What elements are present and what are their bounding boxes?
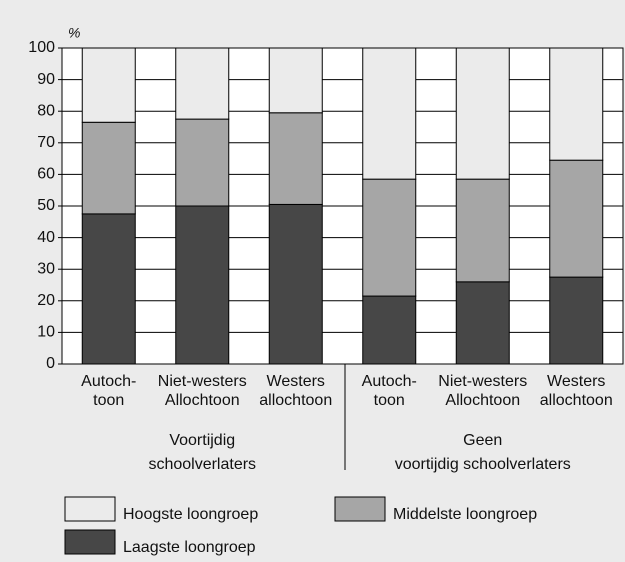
group-label: voortijdig schoolverlaters: [395, 456, 571, 473]
y-unit: %: [68, 25, 80, 41]
x-tick-label: toon: [374, 392, 405, 409]
bar-segment: [455, 47, 510, 180]
bar-segment: [549, 276, 604, 365]
x-tick-label: Westers: [547, 373, 605, 390]
legend-swatch: [334, 496, 386, 522]
group-label: Voortijdig: [169, 432, 235, 449]
legend-label: Middelste loongroep: [393, 506, 537, 523]
bar-segment: [268, 47, 323, 114]
bar-segment: [81, 213, 136, 365]
legend-swatch: [64, 496, 116, 522]
bar-segment: [362, 295, 417, 365]
y-tick-label: 0: [46, 355, 55, 372]
x-tick-label: Niet-westers: [438, 373, 527, 390]
y-tick-label: 100: [28, 39, 55, 56]
y-tick-label: 70: [37, 134, 55, 151]
x-tick-label: Autoch-: [81, 373, 136, 390]
y-tick-label: 90: [37, 71, 55, 88]
bar-segment: [175, 47, 230, 120]
x-tick-label: Allochtoon: [165, 392, 240, 409]
bar-segment: [175, 205, 230, 365]
bar-segment: [81, 47, 136, 123]
legend-label: Hoogste loongroep: [123, 506, 258, 523]
x-tick-label: Autoch-: [362, 373, 417, 390]
y-tick-label: 30: [37, 260, 55, 277]
legend-swatch: [64, 529, 116, 555]
x-tick-label: allochtoon: [540, 392, 613, 409]
y-tick-label: 60: [37, 166, 55, 183]
bar-segment: [362, 178, 417, 297]
bar-segment: [268, 112, 323, 205]
bar-segment: [268, 203, 323, 365]
y-tick-label: 20: [37, 292, 55, 309]
x-tick-label: allochtoon: [259, 392, 332, 409]
x-tick-label: toon: [93, 392, 124, 409]
y-tick-label: 50: [37, 197, 55, 214]
x-tick-label: Niet-westers: [158, 373, 247, 390]
bar-segment: [455, 178, 510, 283]
x-tick-label: Westers: [267, 373, 325, 390]
y-tick-label: 80: [37, 102, 55, 119]
legend-label: Laagste loongroep: [123, 539, 256, 556]
x-tick-label: Allochtoon: [445, 392, 520, 409]
y-tick-label: 10: [37, 324, 55, 341]
group-label: Geen: [463, 432, 502, 449]
bar-segment: [455, 281, 510, 365]
group-label: schoolverlaters: [148, 456, 256, 473]
bar-segment: [81, 121, 136, 215]
bar-segment: [362, 47, 417, 180]
y-tick-label: 40: [37, 229, 55, 246]
bar-segment: [549, 159, 604, 278]
bar-segment: [549, 47, 604, 161]
bar-segment: [175, 118, 230, 207]
